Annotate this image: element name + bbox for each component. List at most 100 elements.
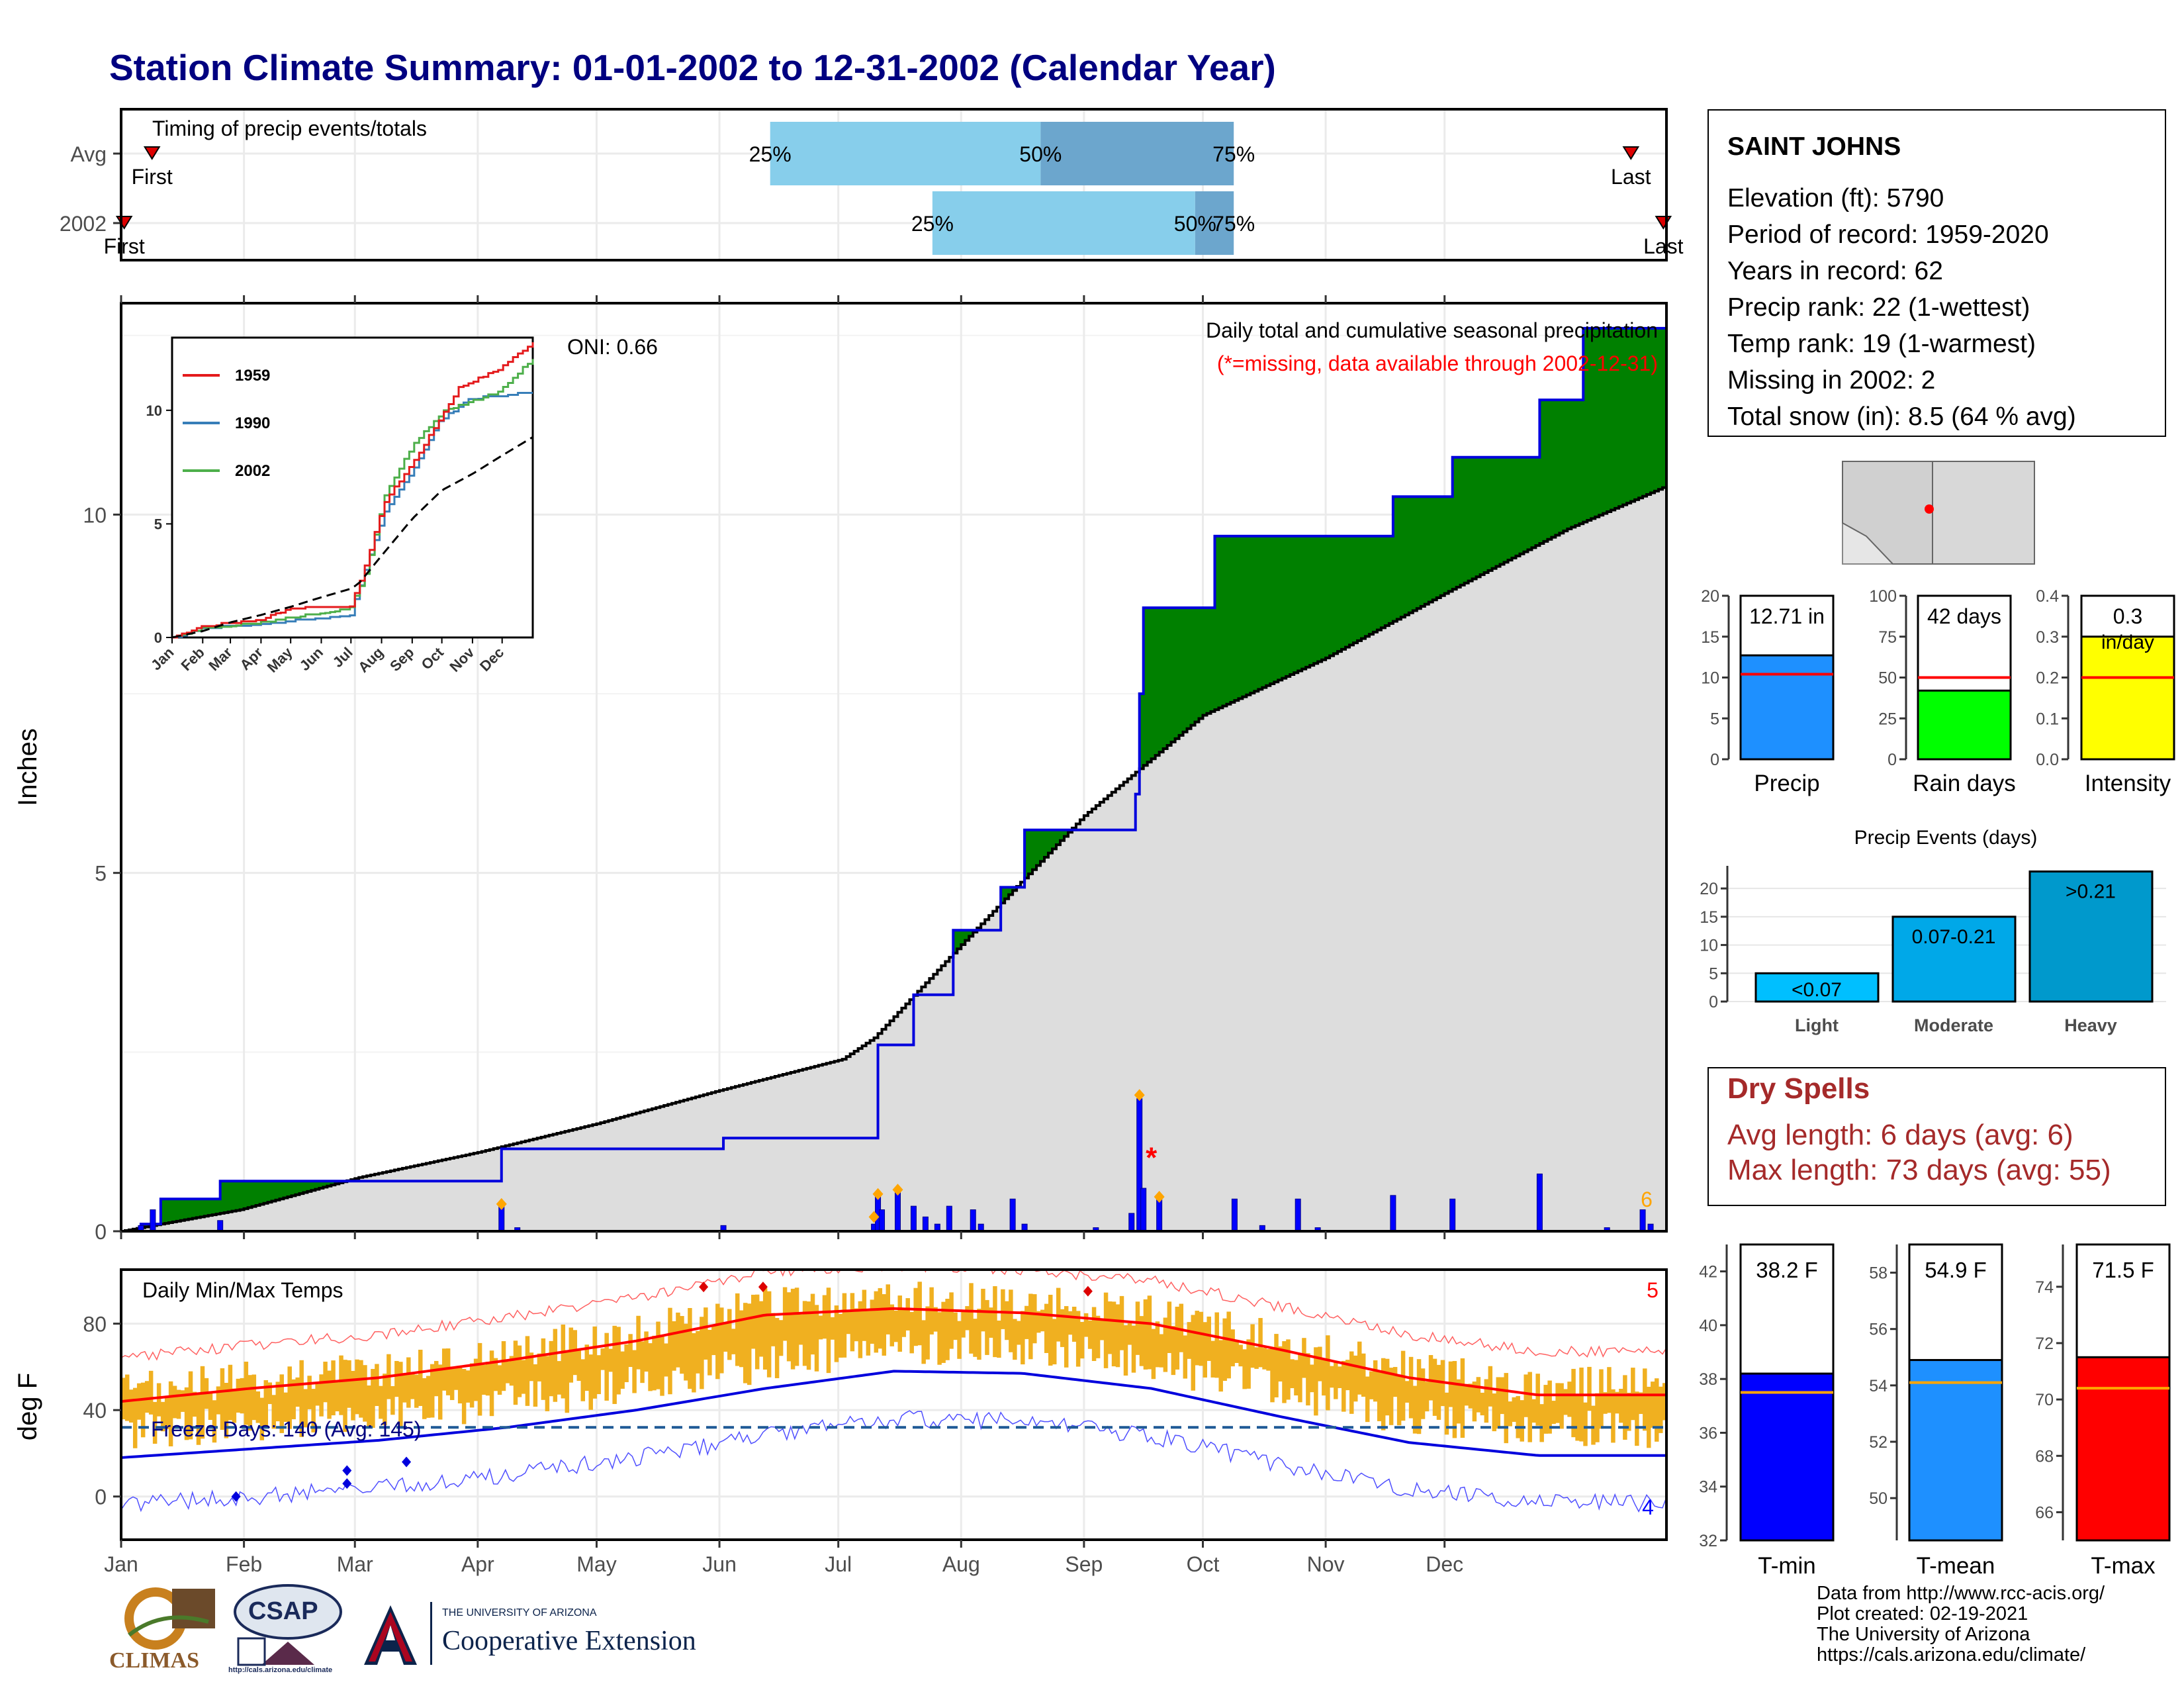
daily-temp-bar — [1508, 1401, 1512, 1427]
daily-temp-bar — [1385, 1358, 1390, 1416]
surplus-fill — [1338, 536, 1342, 652]
daily-temp-bar — [279, 1374, 284, 1433]
month-axis-label: Feb — [226, 1552, 262, 1576]
daily-temp-bar — [1492, 1393, 1497, 1432]
daily-temp-bar — [1353, 1355, 1358, 1402]
dry-spells-max: Max length: 73 days (avg: 55) — [1727, 1154, 2111, 1186]
events-y-tick-label: 20 — [1700, 880, 1718, 898]
surplus-fill — [1246, 536, 1251, 695]
daily-temp-bar — [854, 1308, 859, 1342]
surplus-fill — [1631, 328, 1635, 502]
daily-temp-bar — [437, 1364, 443, 1420]
daily-temp-bar — [244, 1362, 249, 1425]
surplus-fill — [164, 1199, 169, 1224]
daily-temp-bar — [747, 1303, 752, 1385]
daily-temp-bar — [707, 1329, 712, 1376]
daily-temp-bar — [426, 1376, 431, 1418]
inset-legend-label: 1990 — [235, 414, 270, 432]
surplus-fill — [1226, 536, 1232, 704]
surplus-fill — [1163, 608, 1168, 749]
surplus-fill — [1167, 608, 1172, 745]
surplus-fill — [263, 1181, 269, 1203]
surplus-fill — [1496, 457, 1501, 567]
daily-temp-bar — [1456, 1379, 1461, 1424]
daily-temp-bar — [1286, 1339, 1291, 1400]
surplus-fill — [295, 1181, 300, 1195]
surplus-fill — [271, 1181, 277, 1201]
surplus-fill — [1591, 328, 1596, 519]
daily-precip-bar — [946, 1205, 952, 1231]
daily-temp-bar — [1282, 1341, 1287, 1403]
surplus-fill — [228, 1181, 233, 1212]
daily-temp-bar — [263, 1380, 269, 1427]
daily-temp-bar — [1258, 1318, 1263, 1368]
daily-temp-bar — [505, 1361, 510, 1383]
daily-temp-bar — [1623, 1375, 1627, 1440]
surplus-fill — [1179, 608, 1184, 735]
surplus-fill — [1520, 457, 1525, 554]
summary-y-tick-label: 0.4 — [2036, 587, 2059, 606]
daily-temp-bar — [1009, 1289, 1013, 1352]
temp-y-axis-label: deg F — [13, 1373, 42, 1440]
surplus-fill — [1326, 536, 1330, 658]
surplus-fill — [1282, 536, 1287, 679]
daily-temp-bar — [1143, 1299, 1148, 1370]
surplus-fill — [1175, 608, 1180, 739]
daily-precip-bar — [1093, 1227, 1099, 1231]
surplus-fill — [1242, 536, 1247, 697]
average-area — [121, 486, 1666, 1231]
daily-temp-bar — [1222, 1318, 1227, 1382]
surplus-fill — [1373, 536, 1378, 632]
surplus-fill — [244, 1181, 249, 1209]
daily-temp-bar — [449, 1366, 455, 1401]
month-axis-label: Dec — [1426, 1552, 1463, 1576]
daily-temp-bar — [798, 1314, 803, 1345]
surplus-fill — [1262, 536, 1267, 688]
surplus-fill — [1036, 829, 1041, 866]
surplus-fill — [1412, 496, 1418, 611]
surplus-fill — [1322, 536, 1326, 660]
daily-temp-bar — [1599, 1369, 1604, 1429]
surplus-fill — [1013, 887, 1017, 891]
daily-temp-bar — [1539, 1404, 1544, 1442]
daily-temp-bar — [1373, 1360, 1378, 1402]
daily-temp-bar — [295, 1377, 300, 1407]
daily-temp-bar — [1266, 1349, 1271, 1371]
surplus-fill — [251, 1181, 257, 1207]
month-axis-label: Aug — [942, 1552, 980, 1576]
summary-bar-precip: 0 5 10 15 20 12.71 in Precip — [1701, 587, 1835, 796]
daily-temp-bar — [1183, 1335, 1188, 1379]
temp-summary-y-tick-label: 68 — [2035, 1447, 2054, 1466]
daily-temp-bar — [1278, 1346, 1283, 1382]
daily-temp-bar — [1091, 1307, 1097, 1361]
daily-temp-bar — [461, 1369, 467, 1425]
surplus-fill — [1214, 536, 1220, 710]
daily-temp-bar — [390, 1385, 395, 1415]
daily-temp-bar — [1214, 1312, 1219, 1378]
surplus-fill — [1615, 328, 1619, 508]
daily-temp-bar — [1195, 1311, 1200, 1366]
daily-temp-bar — [196, 1393, 201, 1445]
precip-y-tick-label: 10 — [83, 503, 107, 527]
surplus-fill — [1222, 536, 1228, 706]
average-cumulative-line — [121, 486, 1666, 1231]
surplus-fill — [1306, 536, 1310, 667]
month-axis-label: Jan — [104, 1552, 138, 1576]
daily-temp-bar — [148, 1370, 154, 1415]
heavy-event-marker — [892, 1184, 903, 1196]
observed-cumulative-line — [121, 320, 1666, 1231]
daily-temp-bar — [319, 1374, 324, 1417]
surplus-fill — [160, 1199, 165, 1225]
surplus-fill — [1539, 400, 1544, 544]
daily-temp-bar — [758, 1301, 764, 1357]
record-low-count: 4 — [1642, 1495, 1654, 1519]
surplus-fill — [1270, 536, 1275, 684]
average-max-line — [121, 1307, 1666, 1403]
daily-temp-bar — [553, 1329, 558, 1402]
surplus-fill — [1424, 496, 1430, 604]
surplus-fill — [283, 1181, 289, 1198]
daily-precip-bar — [894, 1191, 901, 1231]
station-missing: Missing in 2002: 2 — [1727, 366, 1936, 395]
daily-temp-bar — [1476, 1377, 1481, 1413]
daily-precip-bar — [1009, 1198, 1016, 1231]
